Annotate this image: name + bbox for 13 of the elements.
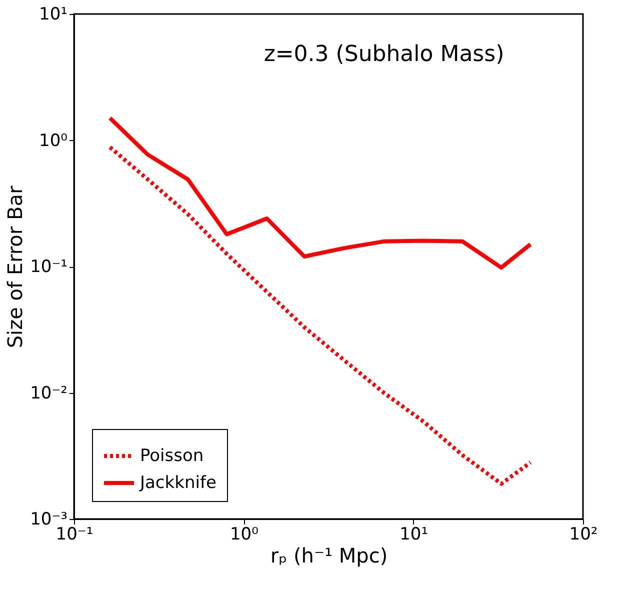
x-tick-label: 10⁰ xyxy=(230,524,259,544)
y-tick-label: 10⁻² xyxy=(30,383,68,404)
y-tick-label: 10¹ xyxy=(39,4,68,24)
x-tick-label: 10⁻¹ xyxy=(56,524,94,544)
y-tick-label: 10⁰ xyxy=(39,130,68,151)
y-tick-label: 10⁻¹ xyxy=(30,257,68,277)
x-tick-label: 10¹ xyxy=(400,524,428,544)
y-axis-title: Size of Error Bar xyxy=(3,185,28,348)
legend-label: Jackknife xyxy=(139,473,216,493)
x-axis-title: rₚ (h⁻¹ Mpc) xyxy=(270,544,388,568)
annotation: z=0.3 (Subhalo Mass) xyxy=(264,42,504,67)
x-tick-label: 10² xyxy=(569,524,598,544)
legend-label: Poisson xyxy=(140,446,204,466)
